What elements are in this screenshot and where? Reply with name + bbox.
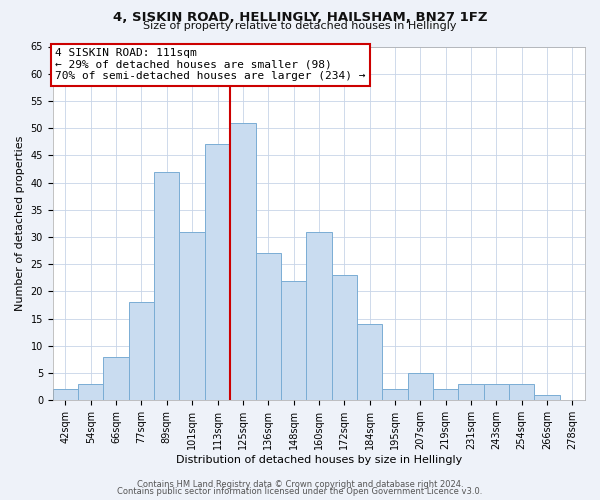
Bar (129, 302, 154, 400)
Bar (230, 122, 256, 400)
Bar (205, 144, 230, 400)
Text: 4, SISKIN ROAD, HELLINGLY, HAILSHAM, BN27 1FZ: 4, SISKIN ROAD, HELLINGLY, HAILSHAM, BN2… (113, 11, 487, 24)
Bar (78, 384, 103, 400)
Text: Contains HM Land Registry data © Crown copyright and database right 2024.: Contains HM Land Registry data © Crown c… (137, 480, 463, 489)
Bar (256, 254, 281, 400)
Text: 4 SISKIN ROAD: 111sqm
← 29% of detached houses are smaller (98)
70% of semi-deta: 4 SISKIN ROAD: 111sqm ← 29% of detached … (55, 48, 366, 82)
Bar (382, 390, 407, 400)
Bar (281, 280, 306, 400)
Bar (484, 384, 509, 400)
Bar (332, 275, 357, 400)
Bar (357, 324, 382, 400)
Bar (306, 232, 332, 400)
Bar (154, 172, 179, 400)
Bar (103, 357, 129, 401)
Bar (179, 232, 205, 400)
Text: Size of property relative to detached houses in Hellingly: Size of property relative to detached ho… (143, 21, 457, 31)
Bar (433, 390, 458, 400)
Text: Contains public sector information licensed under the Open Government Licence v3: Contains public sector information licen… (118, 487, 482, 496)
Bar (535, 395, 560, 400)
X-axis label: Distribution of detached houses by size in Hellingly: Distribution of detached houses by size … (176, 455, 462, 465)
Bar (458, 384, 484, 400)
Bar (53, 390, 78, 400)
Y-axis label: Number of detached properties: Number of detached properties (15, 136, 25, 311)
Bar (509, 384, 535, 400)
Bar (407, 373, 433, 400)
